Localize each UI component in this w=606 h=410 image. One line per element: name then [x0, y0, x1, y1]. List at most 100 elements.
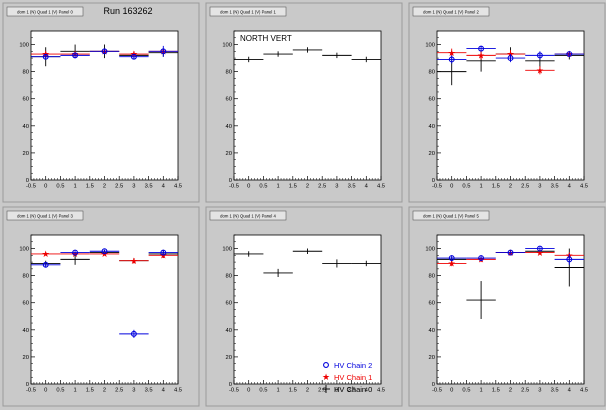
y-tick-label: 40: [23, 124, 29, 130]
x-tick-label: 2: [306, 388, 309, 394]
chart-panel-3: dom 1 (N) Quad 1 (V) Panel 2-0.5 0 0.5 1 1.5…: [408, 2, 606, 203]
x-tick-label: -0.5: [26, 184, 36, 190]
chart-title: Run 163262: [103, 6, 152, 16]
marker-star: ★: [536, 65, 544, 75]
small-title: dom 1 (N) Quad 1 (V) Panel 5: [423, 214, 479, 219]
chart-panel-1: dom 1 (N) Quad 1 (V) Panel 0 Run 163262 -0…: [2, 2, 200, 203]
y-tick-label: 40: [429, 328, 435, 334]
marker-circle: [507, 249, 514, 256]
small-title: dom 1 (N) Quad 1 (V) Panel 2: [423, 10, 479, 15]
data-point-chain2: [437, 55, 467, 64]
x-tick-label: 1: [73, 388, 76, 394]
x-tick-label: 1.5: [289, 388, 297, 394]
marker-circle: [72, 249, 79, 256]
small-title-box: [6, 6, 84, 17]
small-title-box: [6, 210, 84, 221]
x-tick-label: 4.5: [174, 184, 182, 190]
marker-circle: [448, 56, 455, 63]
data-point-chain1: ★: [31, 249, 61, 259]
marker-circle: [478, 255, 485, 261]
data-point-chain2: [437, 255, 467, 261]
x-tick-label: 1: [479, 184, 482, 190]
y-tick-label: 20: [429, 151, 435, 157]
data-point-chain2: [119, 329, 149, 338]
x-tick-label: -0.5: [229, 184, 239, 190]
plot-frame: [233, 30, 382, 181]
data-point-chain0: [263, 51, 293, 57]
x-tick-label: 4: [365, 388, 369, 394]
x-tick-label: 0.5: [56, 184, 64, 190]
x-tick-label: 1.5: [492, 184, 500, 190]
y-tick-label: 100: [222, 43, 232, 49]
x-tick-label: 0: [44, 388, 47, 394]
x-tick-label: 2.5: [521, 388, 529, 394]
data-point-chain0: [60, 253, 90, 265]
x-tick-label: 1.5: [86, 388, 94, 394]
legend-marker-circle: [323, 362, 329, 368]
data-point-chain2: [89, 248, 120, 255]
y-tick-label: 60: [429, 301, 435, 307]
small-title-box: [412, 210, 490, 221]
y-tick-label: 20: [226, 151, 232, 157]
y-tick-label: 40: [226, 328, 232, 334]
y-tick-label: 40: [23, 328, 29, 334]
data-point-chain0: [292, 47, 323, 53]
marker-star: ★: [42, 249, 50, 259]
x-tick-label: 0.5: [259, 388, 267, 394]
x-tick-label: 3: [335, 388, 338, 394]
marker-star: ★: [71, 249, 79, 259]
data-point-chain2: [60, 52, 90, 59]
y-tick-label: 80: [23, 274, 29, 280]
y-tick-label: 40: [429, 124, 435, 130]
marker-circle: [507, 55, 514, 62]
chart-annotation: NORTH VERT: [240, 34, 292, 43]
y-tick-label: 60: [23, 97, 29, 103]
chart-panel-2: dom 1 (N) Quad 1 (V) Panel 1 NORTH VERT -0…: [205, 2, 403, 203]
x-tick-label: 0: [247, 388, 250, 394]
x-tick-label: -0.5: [432, 184, 442, 190]
legend-entry-chain0: HV Chain 0: [322, 385, 372, 394]
x-tick-label: 0: [44, 184, 47, 190]
y-tick-label: 0: [26, 382, 29, 388]
small-title: dom 1 (N) Quad 1 (V) Panel 3: [17, 214, 73, 219]
x-tick-label: 0: [247, 184, 250, 190]
x-tick-label: 3: [538, 388, 541, 394]
data-point-chain2: [89, 48, 120, 55]
marker-circle: [160, 249, 167, 256]
y-tick-label: 0: [26, 178, 29, 184]
marker-circle: [448, 255, 455, 261]
x-tick-label: 2.5: [115, 184, 123, 190]
data-point-chain2: [31, 53, 61, 60]
x-tick-label: -0.5: [26, 388, 36, 394]
data-point-chain2: [148, 45, 178, 57]
y-tick-label: 80: [23, 70, 29, 76]
y-tick-label: 0: [432, 178, 435, 184]
marker-circle: [130, 330, 137, 337]
data-point-chain0: [351, 56, 381, 63]
data-point-chain1: ★: [437, 259, 467, 269]
x-tick-label: 4.5: [580, 388, 588, 394]
x-tick-label: 4: [162, 184, 166, 190]
y-tick-label: 20: [429, 355, 435, 361]
data-point-chain1: ★: [466, 51, 496, 61]
marker-star: ★: [130, 256, 138, 266]
x-tick-label: 4.5: [580, 184, 588, 190]
data-point-chain2: [466, 45, 496, 52]
marker-circle: [42, 261, 49, 268]
y-tick-label: 80: [429, 274, 435, 280]
data-point-chain0: [322, 259, 352, 268]
x-tick-label: 1: [73, 184, 76, 190]
x-tick-label: -0.5: [432, 388, 442, 394]
data-point-chain0: [234, 251, 264, 257]
data-point-chain2: [466, 255, 496, 261]
x-tick-label: 4.5: [377, 388, 385, 394]
data-point-chain0: [351, 260, 381, 267]
x-tick-label: 4: [568, 388, 572, 394]
x-tick-label: 3.5: [551, 184, 559, 190]
x-tick-label: 3: [132, 388, 135, 394]
legend-entry-chain1: ★ HV Chain 1: [322, 372, 372, 382]
marker-circle: [101, 48, 108, 55]
marker-circle: [478, 45, 485, 52]
y-tick-label: 20: [23, 151, 29, 157]
y-tick-label: 80: [429, 70, 435, 76]
